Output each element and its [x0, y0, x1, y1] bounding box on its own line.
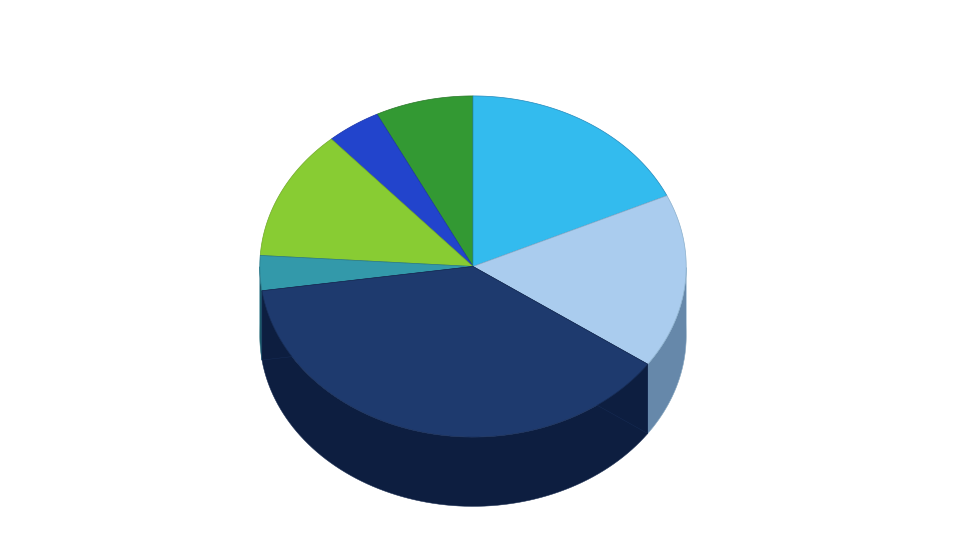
Polygon shape: [377, 96, 473, 266]
Polygon shape: [473, 196, 685, 364]
Polygon shape: [473, 96, 666, 266]
Polygon shape: [647, 268, 685, 433]
Polygon shape: [261, 266, 473, 360]
Polygon shape: [331, 114, 473, 266]
Polygon shape: [259, 266, 261, 360]
Polygon shape: [260, 139, 473, 266]
Polygon shape: [473, 266, 647, 433]
Polygon shape: [261, 266, 647, 437]
Polygon shape: [261, 266, 473, 360]
Polygon shape: [261, 291, 647, 506]
Polygon shape: [473, 266, 647, 433]
Polygon shape: [259, 255, 473, 291]
